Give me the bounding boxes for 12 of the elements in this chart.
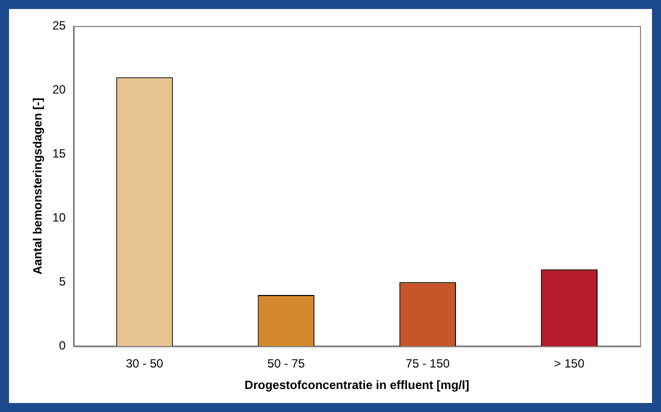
x-tick-label: 50 - 75 — [267, 356, 306, 371]
x-tick-label: > 150 — [554, 356, 585, 371]
x-tick-label: 30 - 50 — [126, 356, 164, 371]
y-tick-label: 10 — [52, 210, 66, 224]
y-tick-label: 0 — [59, 338, 66, 353]
y-tick-label: 20 — [52, 82, 66, 96]
y-tick-label: 25 — [52, 18, 66, 32]
x-tick-label: 75 - 150 — [406, 356, 450, 371]
x-axis-title: Drogestofconcentratie in effluent [mg/l] — [244, 378, 470, 392]
y-axis-title: Aantal bemonsteringsdagen [-] — [30, 98, 45, 274]
y-tick-label: 5 — [59, 274, 66, 288]
y-tick-label: 15 — [52, 146, 66, 160]
